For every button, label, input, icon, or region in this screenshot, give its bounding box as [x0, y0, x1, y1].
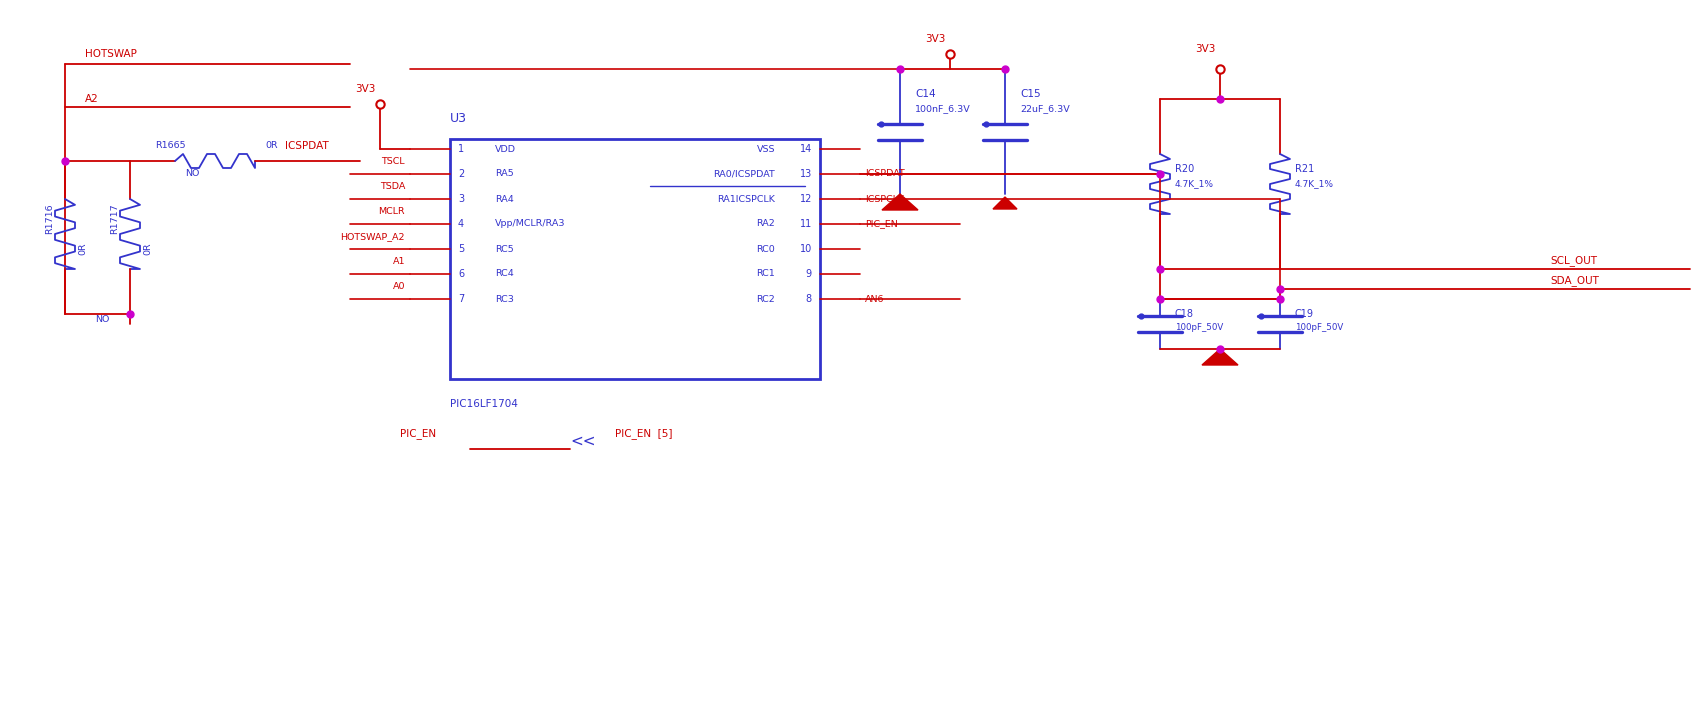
Text: 4.7K_1%: 4.7K_1% — [1175, 180, 1214, 188]
Text: 100pF_50V: 100pF_50V — [1294, 323, 1342, 331]
Text: SCL_OUT: SCL_OUT — [1550, 255, 1596, 267]
Text: 100pF_50V: 100pF_50V — [1175, 323, 1222, 331]
Polygon shape — [881, 194, 917, 210]
Text: PIC_EN: PIC_EN — [399, 429, 436, 439]
Bar — [450, 139, 820, 379]
Text: 22uF_6.3V: 22uF_6.3V — [1020, 104, 1069, 114]
Text: RC3: RC3 — [494, 295, 513, 303]
Text: 3V3: 3V3 — [355, 84, 375, 94]
Text: R1717: R1717 — [111, 203, 119, 234]
Text: 9: 9 — [805, 269, 812, 279]
Text: R21: R21 — [1294, 164, 1313, 174]
Text: MCLR: MCLR — [379, 207, 404, 216]
Text: ICSPDAT: ICSPDAT — [864, 170, 904, 178]
Text: RC0: RC0 — [755, 244, 774, 254]
Text: RA0/ICSPDAT: RA0/ICSPDAT — [713, 170, 774, 178]
Text: 1: 1 — [457, 144, 464, 154]
Text: 11: 11 — [800, 219, 812, 229]
Text: 6: 6 — [457, 269, 464, 279]
Text: TSCL: TSCL — [382, 157, 404, 166]
Text: RA2: RA2 — [755, 219, 774, 229]
Text: 3V3: 3V3 — [1194, 44, 1214, 54]
Text: TSDA: TSDA — [380, 182, 404, 191]
Text: 4: 4 — [457, 219, 464, 229]
Text: PIC_EN: PIC_EN — [864, 219, 897, 229]
Text: RA1ICSPCLK: RA1ICSPCLK — [716, 195, 774, 203]
Text: R1665: R1665 — [155, 142, 186, 150]
Text: SDA_OUT: SDA_OUT — [1550, 275, 1598, 286]
Text: NO: NO — [95, 314, 109, 324]
Text: 8: 8 — [805, 294, 812, 304]
Text: 2: 2 — [457, 169, 464, 179]
Text: R1716: R1716 — [46, 203, 55, 234]
Text: Vpp/MCLR/RA3: Vpp/MCLR/RA3 — [494, 219, 564, 229]
Text: C14: C14 — [914, 89, 934, 99]
Text: NO: NO — [184, 168, 199, 178]
Polygon shape — [992, 197, 1016, 209]
Text: 0R: 0R — [78, 243, 87, 255]
Text: 4.7K_1%: 4.7K_1% — [1294, 180, 1333, 188]
Text: R20: R20 — [1175, 164, 1194, 174]
Text: PIC_EN  [5]: PIC_EN [5] — [614, 429, 672, 439]
Text: 100nF_6.3V: 100nF_6.3V — [914, 104, 970, 114]
Text: RC1: RC1 — [755, 270, 774, 278]
Text: RA5: RA5 — [494, 170, 513, 178]
Text: RC2: RC2 — [755, 295, 774, 303]
Text: U3: U3 — [450, 112, 467, 126]
Text: 0R: 0R — [143, 243, 152, 255]
Text: RC4: RC4 — [494, 270, 513, 278]
Text: PIC16LF1704: PIC16LF1704 — [450, 399, 518, 409]
Text: 13: 13 — [800, 169, 812, 179]
Text: A1: A1 — [392, 257, 404, 266]
Text: RC5: RC5 — [494, 244, 513, 254]
Text: 0R: 0R — [264, 142, 278, 150]
Text: VSS: VSS — [755, 145, 774, 153]
Text: C19: C19 — [1294, 309, 1313, 319]
Text: A0: A0 — [392, 282, 404, 291]
Text: <<: << — [569, 434, 595, 449]
Text: AN6: AN6 — [864, 295, 883, 303]
Text: 5: 5 — [457, 244, 464, 254]
Text: VDD: VDD — [494, 145, 515, 153]
Text: ICSPDAT: ICSPDAT — [285, 141, 329, 151]
Text: C18: C18 — [1175, 309, 1194, 319]
Polygon shape — [1202, 349, 1238, 365]
Text: 10: 10 — [800, 244, 812, 254]
Text: 12: 12 — [800, 194, 812, 204]
Text: 14: 14 — [800, 144, 812, 154]
Text: ICSPCLK: ICSPCLK — [864, 195, 904, 203]
Text: HOTSWAP: HOTSWAP — [85, 49, 136, 59]
Text: HOTSWAP_A2: HOTSWAP_A2 — [341, 232, 404, 241]
Text: 3: 3 — [457, 194, 464, 204]
Text: A2: A2 — [85, 94, 99, 104]
Text: 7: 7 — [457, 294, 464, 304]
Text: 3V3: 3V3 — [924, 34, 945, 44]
Text: C15: C15 — [1020, 89, 1040, 99]
Text: RA4: RA4 — [494, 195, 513, 203]
